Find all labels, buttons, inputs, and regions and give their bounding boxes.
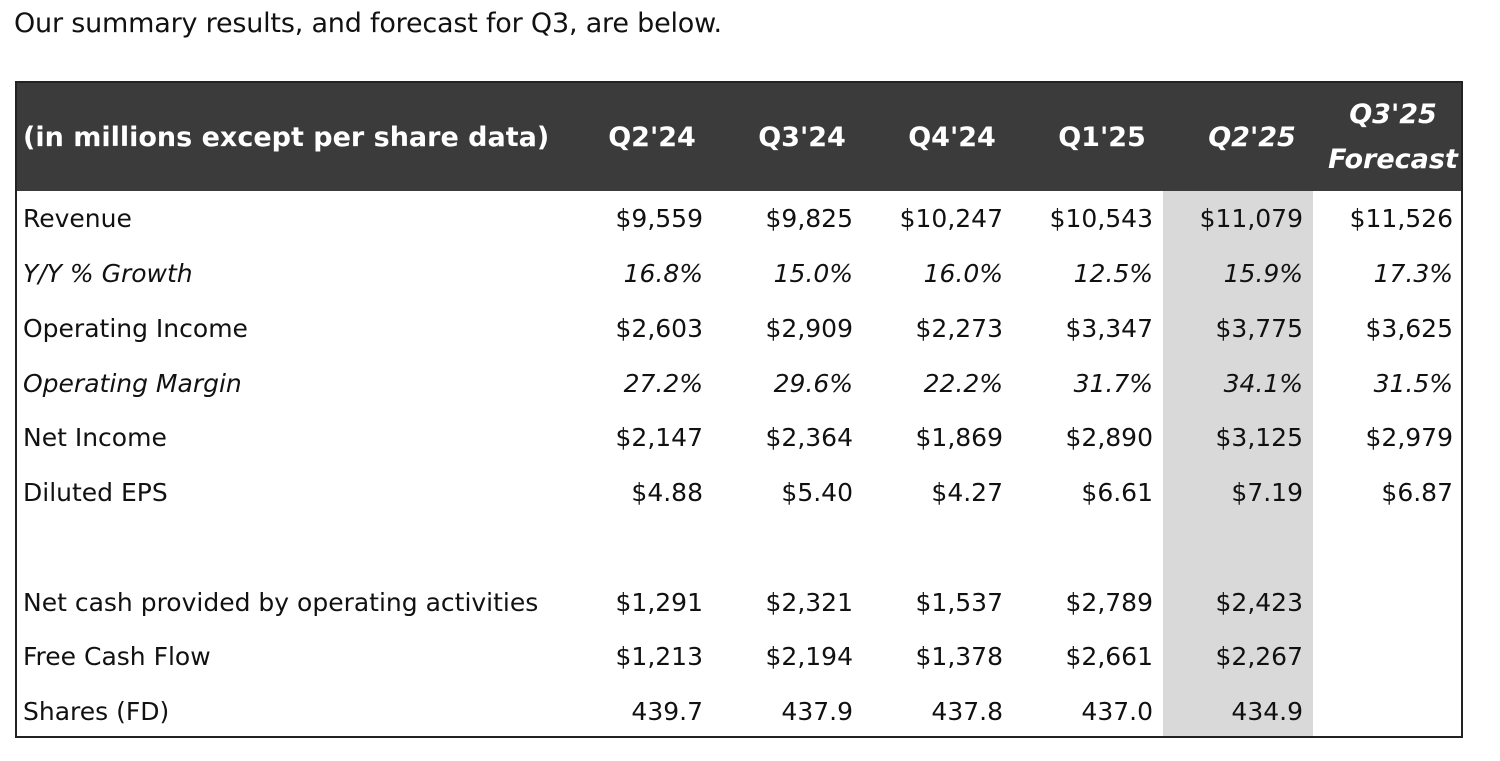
cell-q4-24: $1,869 — [915, 422, 1003, 452]
row-label: Y/Y % Growth — [23, 258, 193, 288]
cell-q1-25: $2,661 — [1065, 641, 1153, 671]
cell-q3-25-forecast: $11,526 — [1349, 203, 1453, 233]
cell-q2-25: $7.19 — [1231, 477, 1303, 507]
row-label: Shares (FD) — [23, 696, 170, 726]
table-row-net-cash-operating: Net cash provided by operating activitie… — [17, 575, 1461, 629]
cell-q3-25-forecast: 31.5% — [1373, 368, 1453, 398]
cell-q1-25: $2,890 — [1065, 422, 1153, 452]
table-row-operating-margin: Operating Margin 27.2% 29.6% 22.2% 31.7%… — [17, 356, 1461, 410]
cell-q2-24: 16.8% — [623, 258, 703, 288]
table-row-diluted-eps: Diluted EPS $4.88 $5.40 $4.27 $6.61 $7.1… — [17, 465, 1461, 519]
cell-q1-25: 437.0 — [1081, 696, 1153, 726]
cell-q2-25: 15.9% — [1223, 258, 1303, 288]
cell-q2-24: $1,291 — [615, 587, 703, 617]
cell-q4-24: 437.8 — [931, 696, 1003, 726]
cell-q2-24: $2,603 — [615, 313, 703, 343]
cell-q3-24: $2,364 — [765, 422, 853, 452]
row-label: Net cash provided by operating activitie… — [23, 587, 539, 617]
cell-q3-25-forecast — [1303, 684, 1453, 738]
cell-q2-25: $2,423 — [1215, 587, 1303, 617]
cell-q2-24: $2,147 — [615, 422, 703, 452]
cell-q3-24: $9,825 — [765, 203, 853, 233]
header-q2-25: Q2'25 — [1208, 121, 1296, 153]
header-q3-24: Q3'24 — [758, 121, 846, 153]
cell-q4-24: $4.27 — [931, 477, 1003, 507]
header-q2-24: Q2'24 — [608, 121, 696, 153]
intro-text: Our summary results, and forecast for Q3… — [14, 8, 722, 39]
cell-q2-24: $1,213 — [615, 641, 703, 671]
cell-q2-24: $4.88 — [631, 477, 703, 507]
cell-q2-24: 439.7 — [631, 696, 703, 726]
cell-q3-25-forecast: $6.87 — [1381, 477, 1453, 507]
cell-q3-24: 29.6% — [773, 368, 853, 398]
table-row-net-income: Net Income $2,147 $2,364 $1,869 $2,890 $… — [17, 410, 1461, 464]
cell-q3-24: $2,194 — [765, 641, 853, 671]
table-header: (in millions except per share data) Q2'2… — [17, 83, 1461, 191]
row-label: Diluted EPS — [23, 477, 168, 507]
cell-q3-24: $2,909 — [765, 313, 853, 343]
header-forecast-line1: Q3'25 — [1349, 99, 1437, 130]
cell-q3-24: 437.9 — [781, 696, 853, 726]
cell-q3-25-forecast: 17.3% — [1373, 258, 1453, 288]
cell-q2-25: $11,079 — [1199, 203, 1303, 233]
cell-q3-25-forecast: $3,625 — [1365, 313, 1453, 343]
cell-q1-25: 12.5% — [1073, 258, 1153, 288]
table-row-shares-fd: Shares (FD) 439.7 437.9 437.8 437.0 434.… — [17, 684, 1461, 738]
cell-q1-25: 31.7% — [1073, 368, 1153, 398]
highlight-column-q2-25 — [1163, 191, 1313, 736]
cell-q3-25-forecast — [1303, 629, 1453, 683]
cell-q2-25: 434.9 — [1231, 696, 1303, 726]
row-label: Free Cash Flow — [23, 641, 211, 671]
cell-q1-25: $10,543 — [1049, 203, 1153, 233]
cell-q3-24: $2,321 — [765, 587, 853, 617]
row-label: Operating Margin — [23, 368, 242, 398]
cell-q4-24: $10,247 — [899, 203, 1003, 233]
cell-q4-24: $1,537 — [915, 587, 1003, 617]
cell-q1-25: $3,347 — [1065, 313, 1153, 343]
cell-q2-25: $2,267 — [1215, 641, 1303, 671]
cell-q4-24: 22.2% — [923, 368, 1003, 398]
cell-q3-24: $5.40 — [781, 477, 853, 507]
cell-q4-24: 16.0% — [923, 258, 1003, 288]
header-label: (in millions except per share data) — [23, 121, 550, 153]
cell-q4-24: $2,273 — [915, 313, 1003, 343]
header-forecast-line2: Forecast — [1328, 144, 1458, 175]
cell-q4-24: $1,378 — [915, 641, 1003, 671]
row-label: Net Income — [23, 422, 167, 452]
row-label: Operating Income — [23, 313, 248, 343]
table-row-yy-growth: Y/Y % Growth 16.8% 15.0% 16.0% 12.5% 15.… — [17, 246, 1461, 300]
table-row-free-cash-flow: Free Cash Flow $1,213 $2,194 $1,378 $2,6… — [17, 629, 1461, 683]
cell-q3-25-forecast — [1303, 575, 1453, 629]
cell-q2-25: 34.1% — [1223, 368, 1303, 398]
cell-q3-24: 15.0% — [773, 258, 853, 288]
table-row-revenue: Revenue $9,559 $9,825 $10,247 $10,543 $1… — [17, 191, 1461, 245]
row-label: Revenue — [23, 203, 132, 233]
cell-q2-25: $3,775 — [1215, 313, 1303, 343]
cell-q3-25-forecast: $2,979 — [1365, 422, 1453, 452]
header-q3-25-forecast: Q3'25 Forecast — [1323, 83, 1463, 191]
cell-q1-25: $2,789 — [1065, 587, 1153, 617]
financial-summary-table: (in millions except per share data) Q2'2… — [15, 81, 1463, 738]
cell-q2-24: 27.2% — [623, 368, 703, 398]
header-q1-25: Q1'25 — [1058, 121, 1146, 153]
cell-q1-25: $6.61 — [1081, 477, 1153, 507]
cell-q2-24: $9,559 — [615, 203, 703, 233]
cell-q2-25: $3,125 — [1215, 422, 1303, 452]
header-q4-24: Q4'24 — [908, 121, 996, 153]
table-row-operating-income: Operating Income $2,603 $2,909 $2,273 $3… — [17, 301, 1461, 355]
